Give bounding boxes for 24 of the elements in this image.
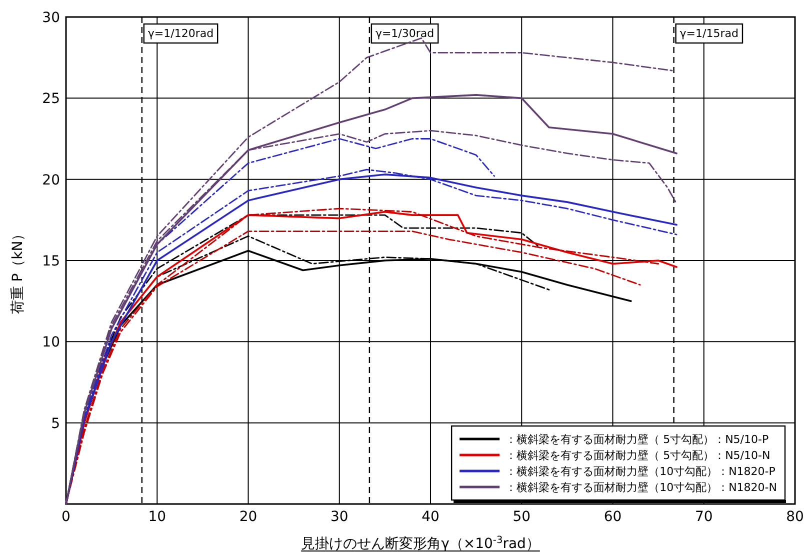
y-tick-label: 30 — [42, 10, 60, 26]
legend-label: ：横斜梁を有する面材耐力壁（ 5寸勾配）：N5/10-P — [506, 433, 769, 446]
annotation: γ=1/30rad — [375, 27, 434, 40]
y-tick-label: 25 — [42, 91, 60, 108]
x-tick-label: 70 — [694, 509, 713, 525]
y-tick-label: 15 — [42, 254, 60, 270]
x-tick-label: 80 — [786, 509, 804, 525]
y-tick-label: 5 — [51, 416, 60, 432]
x-tick-label: 50 — [512, 509, 531, 525]
x-tick-label: 0 — [62, 509, 70, 525]
x-tick-label: 10 — [148, 509, 166, 525]
y-tick-label: 10 — [42, 334, 60, 351]
y-axis-title: 荷重 P（kN） — [10, 226, 26, 314]
x-axis-title: 見掛けのせん断変形角γ（×10$^{-3}$rad） — [301, 534, 540, 552]
annotation: γ=1/120rad — [148, 27, 214, 40]
legend-label: ：横斜梁を有する面材耐力壁（10寸勾配）：N1820-N — [506, 481, 777, 494]
y-tick-label: 20 — [42, 172, 60, 188]
annotation: γ=1/15rad — [680, 27, 738, 40]
x-tick-label: 30 — [330, 509, 348, 525]
x-tick-label: 60 — [604, 509, 622, 525]
x-tick-label: 40 — [422, 509, 440, 525]
legend-label: ：横斜梁を有する面材耐力壁（10寸勾配）：N1820-P — [506, 465, 776, 478]
x-tick-label: 20 — [239, 509, 258, 525]
legend-label: ：横斜梁を有する面材耐力壁（ 5寸勾配）：N5/10-N — [506, 449, 770, 462]
